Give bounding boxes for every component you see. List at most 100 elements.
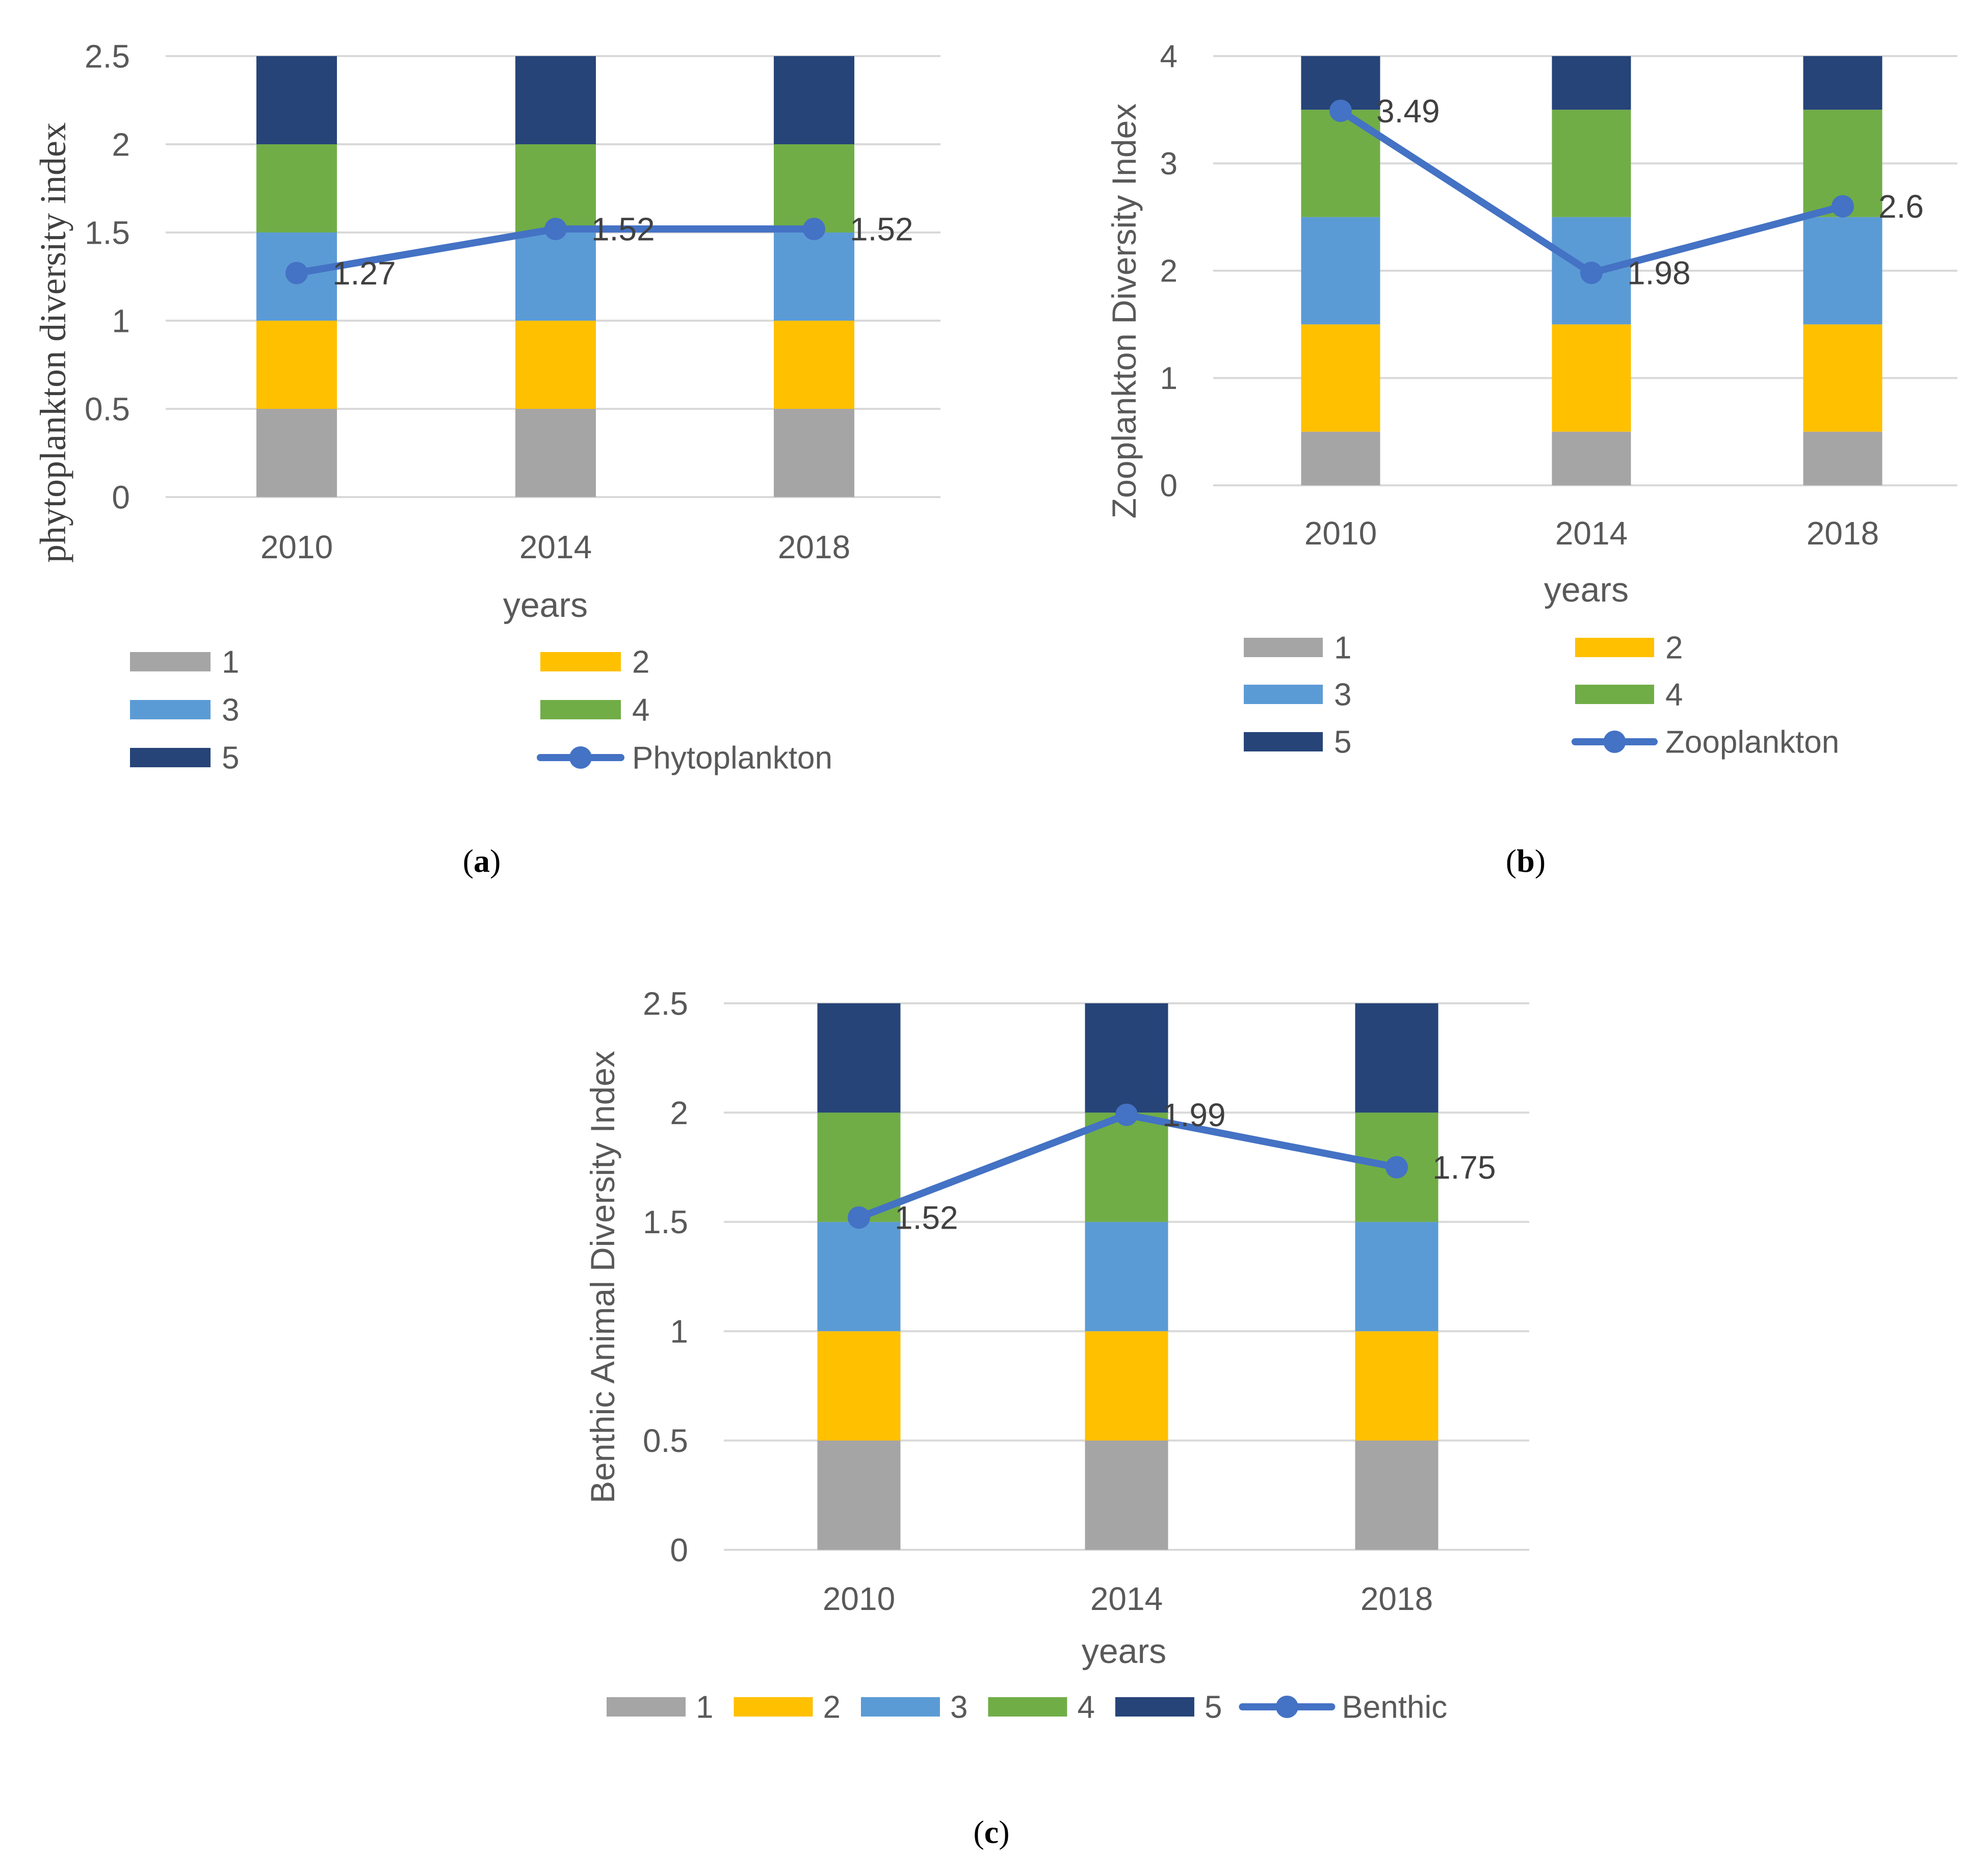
- x-tick-labels: 2010 2014 2018: [823, 1580, 1433, 1617]
- bar-segment-series-5: [1803, 56, 1882, 110]
- data-label: 1.99: [1162, 1097, 1226, 1133]
- line-point-marker: [544, 218, 567, 241]
- y-tick-label: 0: [670, 1531, 688, 1568]
- chart-panel-b: 3.49 1.98 2.6 0 1 2 3 4 2010 2014 2018 years Zoo…: [1105, 39, 1957, 879]
- legend-label: 1: [222, 645, 239, 680]
- y-tick-label: 1: [112, 302, 130, 339]
- panel-letter: c: [984, 1814, 999, 1850]
- y-tick-label: 2.5: [85, 38, 130, 74]
- legend-swatch: [540, 652, 621, 671]
- legend-label: 3: [1334, 678, 1351, 713]
- legend: 1 2 3 4 5 Benthic: [607, 1690, 1447, 1725]
- data-label: 1.98: [1627, 255, 1691, 292]
- line-point-marker: [1385, 1156, 1408, 1179]
- legend-label: 2: [1665, 631, 1683, 666]
- y-tick-label: 2: [670, 1095, 688, 1131]
- legend-item-1: 1: [607, 1690, 713, 1725]
- x-tick-label: 2014: [519, 529, 592, 565]
- bar-segment-series-2: [1355, 1331, 1438, 1441]
- y-tick-label: 1: [1160, 361, 1178, 396]
- legend-marker: [1275, 1696, 1298, 1718]
- legend-item-2: 2: [1575, 631, 1683, 666]
- legend-item-2: 2: [734, 1690, 841, 1725]
- panel-letter: a: [474, 843, 490, 879]
- bar-segment-series-1: [1803, 431, 1882, 485]
- legend-swatch: [1244, 685, 1323, 704]
- legend-item-1: 1: [130, 645, 239, 680]
- x-tick-label: 2018: [1807, 515, 1879, 552]
- legend-swatch: [1244, 732, 1323, 751]
- legend-swatch: [734, 1697, 813, 1717]
- y-tick-label: 0: [1160, 469, 1178, 504]
- legend-item-line: Benthic: [1239, 1690, 1447, 1725]
- diversity-line: 1.52 1.99 1.75: [848, 1097, 1496, 1236]
- x-tick-label: 2014: [1090, 1580, 1163, 1617]
- legend-label: 3: [222, 693, 239, 728]
- panel-letter: b: [1516, 843, 1535, 879]
- bar-segment-series-1: [1301, 431, 1380, 485]
- y-tick-labels: 0 0.5 1 1.5 2 2.5: [85, 38, 130, 515]
- legend-label: 5: [1205, 1690, 1222, 1725]
- legend-item-line: Zooplankton: [1572, 725, 1839, 760]
- legend-swatch: [988, 1697, 1067, 1717]
- y-axis-title: Benthic Animal Diversity Index: [584, 1051, 621, 1503]
- panel-caption: (b): [1506, 843, 1546, 879]
- bar-segment-series-5: [1085, 1003, 1168, 1113]
- bar-segment-series-5: [515, 56, 596, 144]
- panel-caption: (a): [463, 843, 501, 879]
- bar-segment-series-3: [1803, 217, 1882, 325]
- diversity-line: 1.27 1.52 1.52: [285, 211, 913, 292]
- line-point-marker: [1115, 1103, 1138, 1126]
- data-label: 2.6: [1878, 188, 1924, 225]
- data-label: 1.52: [850, 211, 913, 247]
- legend-swatch: [860, 1697, 940, 1717]
- legend-item-5: 5: [1244, 725, 1351, 760]
- chart-panel-a: 1.271.52 1.52 00.511.522.5 2010 2014 2018 y…: [33, 38, 940, 879]
- line-point-marker: [1580, 262, 1603, 284]
- bar-segment-series-1: [774, 409, 854, 497]
- x-tick-label: 2014: [1555, 515, 1628, 552]
- line-point-marker: [285, 262, 308, 284]
- bar-segment-series-5: [774, 56, 854, 144]
- panel-caption: (c): [973, 1814, 1009, 1850]
- bar-segment-series-2: [1552, 324, 1631, 432]
- bar-segment-series-2: [1085, 1331, 1168, 1441]
- bar-segment-series-1: [1552, 431, 1631, 485]
- y-tick-label: 1.5: [643, 1204, 688, 1240]
- bar-segment-series-3: [1301, 217, 1380, 325]
- x-axis-title: years: [503, 586, 588, 625]
- legend-item-line: Phytoplankton: [537, 741, 832, 776]
- diversity-line: 3.49 1.98 2.6: [1329, 93, 1924, 292]
- bar-segment-series-3: [817, 1222, 901, 1332]
- legend-swatch: [1575, 638, 1654, 657]
- legend: 1 2 3 4 5 Zooplankton: [1244, 631, 1839, 760]
- x-axis-title: years: [1082, 1632, 1166, 1671]
- legend-item-4: 4: [988, 1690, 1095, 1725]
- y-tick-label: 2: [1160, 254, 1178, 289]
- legend-item-4: 4: [540, 693, 649, 728]
- legend-label: 4: [632, 693, 649, 728]
- legend-item-3: 3: [130, 693, 239, 728]
- legend-label: Zooplankton: [1665, 725, 1839, 760]
- data-label: 3.49: [1376, 93, 1440, 129]
- legend-item-5: 5: [1115, 1690, 1222, 1725]
- legend: 1 2 3 4 5 Phytoplankton: [130, 645, 832, 776]
- y-tick-label: 2: [112, 126, 130, 163]
- legend-item-4: 4: [1575, 678, 1683, 713]
- legend-item-5: 5: [130, 741, 239, 776]
- legend-swatch: [1244, 638, 1323, 657]
- x-tick-label: 2010: [823, 1580, 895, 1617]
- legend-label: 2: [632, 645, 649, 680]
- line-point-marker: [848, 1206, 870, 1229]
- x-tick-label: 2010: [260, 529, 333, 565]
- legend-label: Benthic: [1342, 1690, 1447, 1725]
- legend-label: 5: [222, 741, 239, 776]
- legend-label: 1: [696, 1690, 713, 1725]
- bar-segment-series-4: [1085, 1112, 1168, 1222]
- y-axis-title: Zooplankton Diversity Index: [1105, 103, 1143, 518]
- bar-segment-series-4: [256, 144, 337, 232]
- bar-segment-series-3: [515, 232, 596, 321]
- data-label: 1.52: [895, 1200, 958, 1236]
- legend-label: 2: [823, 1690, 840, 1725]
